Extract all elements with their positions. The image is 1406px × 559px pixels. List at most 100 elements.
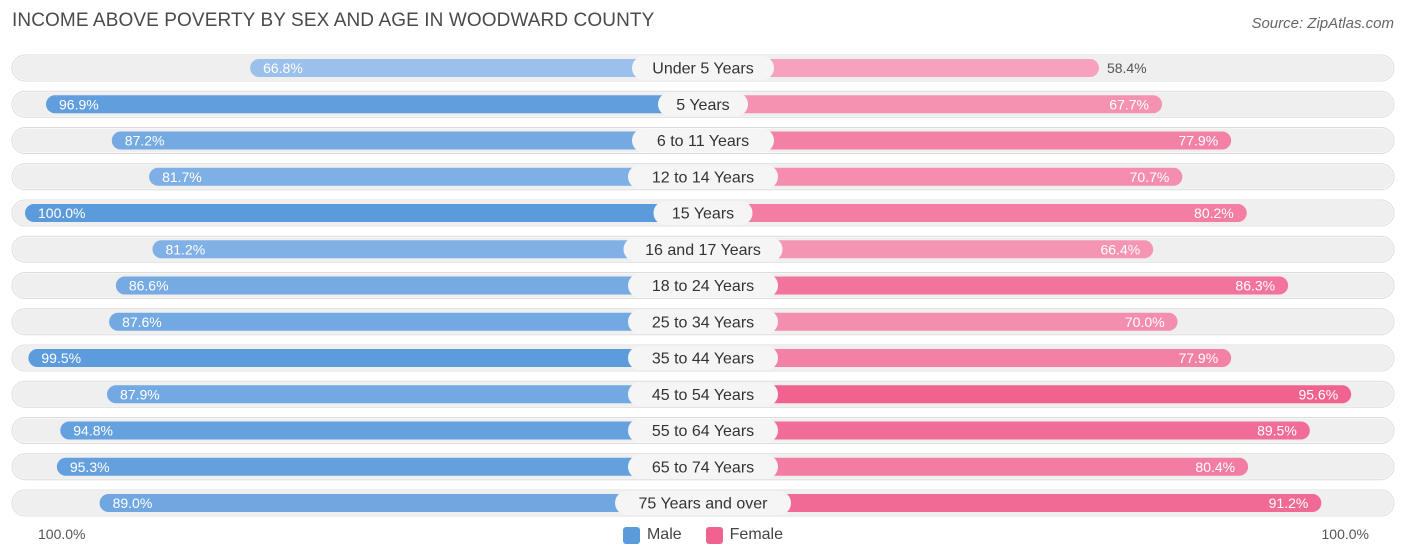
category-label: 55 to 64 Years <box>652 423 754 440</box>
legend-swatch-female <box>705 526 723 544</box>
value-label-female: 86.3% <box>1235 278 1275 294</box>
value-label-male: 95.3% <box>70 459 110 475</box>
bar-female[interactable] <box>703 204 1247 222</box>
bar-female[interactable] <box>703 276 1289 295</box>
bar-male[interactable] <box>46 95 703 114</box>
category-label: 65 to 74 Years <box>652 459 754 476</box>
chart-row: 89.0% 91.2% 75 Years and over <box>11 489 1395 517</box>
value-label-male: 89.0% <box>113 495 153 511</box>
category-label: 35 to 44 Years <box>652 351 754 368</box>
category-label: 45 to 54 Years <box>652 387 754 404</box>
bar-female[interactable] <box>703 240 1154 259</box>
category-label: 15 Years <box>672 206 734 223</box>
category-pill <box>658 92 748 117</box>
bar-male[interactable] <box>152 240 704 259</box>
value-label-male: 87.2% <box>125 133 165 149</box>
category-pill <box>623 237 783 262</box>
category-pill <box>615 491 791 515</box>
chart-row: 87.6% 70.0% 25 to 34 Years <box>11 308 1395 336</box>
chart-row: 66.8% 58.4% Under 5 Years <box>11 54 1395 82</box>
chart-row: 95.3% 80.4% 65 to 74 Years <box>11 453 1395 481</box>
bar-female[interactable] <box>703 131 1232 150</box>
axis-right-label: 100.0% <box>1321 526 1369 542</box>
value-label-female: 67.7% <box>1109 96 1149 112</box>
bar-male[interactable] <box>60 421 704 440</box>
category-pill <box>628 418 778 443</box>
category-pill <box>628 164 778 189</box>
bar-male[interactable] <box>25 204 703 222</box>
value-label-female: 80.2% <box>1194 205 1234 221</box>
value-label-male: 94.8% <box>73 423 113 439</box>
chart-title: INCOME ABOVE POVERTY BY SEX AND AGE IN W… <box>12 10 655 31</box>
category-label: 16 and 17 Years <box>645 242 761 259</box>
value-label-female: 77.9% <box>1178 133 1218 149</box>
value-label-female: 77.9% <box>1178 350 1218 366</box>
chart-row: 96.9% 67.7% 5 Years <box>11 90 1395 118</box>
legend-label-female: Female <box>729 526 784 543</box>
chart-row: 87.2% 77.9% 6 to 11 Years <box>11 127 1395 154</box>
bar-female[interactable] <box>703 385 1352 404</box>
chart-row: 86.6% 86.3% 18 to 24 Years <box>11 272 1395 299</box>
bar-female[interactable] <box>703 421 1310 440</box>
category-pill <box>632 128 774 153</box>
bar-female[interactable] <box>703 349 1232 367</box>
category-label: 75 Years and over <box>639 496 769 513</box>
bar-male[interactable] <box>107 385 703 404</box>
value-label-male: 96.9% <box>59 96 99 112</box>
bar-male[interactable] <box>111 131 703 150</box>
category-pill <box>628 309 778 334</box>
value-label-female: 70.0% <box>1125 314 1165 330</box>
category-label: 18 to 24 Years <box>652 278 754 295</box>
value-label-male: 81.2% <box>165 241 205 257</box>
value-label-female: 66.4% <box>1100 241 1140 257</box>
legend-label-male: Male <box>646 526 682 543</box>
category-pill <box>628 346 778 370</box>
bar-male[interactable] <box>109 312 703 331</box>
category-pill <box>628 382 778 407</box>
bar-male[interactable] <box>56 457 703 476</box>
chart-row: 99.5% 77.9% 35 to 44 Years <box>11 344 1395 372</box>
chart-row: 94.8% 89.5% 55 to 64 Years <box>11 417 1395 444</box>
category-label: 12 to 14 Years <box>652 169 754 186</box>
category-pill <box>628 273 778 298</box>
bar-female[interactable] <box>703 167 1183 186</box>
value-label-male: 99.5% <box>41 350 81 366</box>
value-label-female: 80.4% <box>1195 459 1235 475</box>
value-label-male: 87.6% <box>122 314 162 330</box>
chart-row: 100.0% 80.2% 15 Years <box>11 199 1395 227</box>
category-label: 6 to 11 Years <box>657 133 749 150</box>
bar-female[interactable] <box>703 95 1163 114</box>
bar-male[interactable] <box>250 59 703 77</box>
bar-male[interactable] <box>149 167 704 186</box>
bar-female[interactable] <box>703 494 1322 512</box>
chart-row: 81.2% 66.4% 16 and 17 Years <box>11 235 1395 263</box>
chart-row: 87.9% 95.6% 45 to 54 Years <box>11 380 1395 408</box>
value-label-male: 87.9% <box>120 386 160 402</box>
value-label-female: 91.2% <box>1269 495 1309 511</box>
value-label-male: 86.6% <box>129 278 169 294</box>
bar-female[interactable] <box>703 457 1249 476</box>
source-label: Source: ZipAtlas.com <box>1251 15 1394 32</box>
category-pill <box>653 201 753 225</box>
value-label-female: 89.5% <box>1257 423 1297 439</box>
legend: Male Female <box>0 524 1406 546</box>
legend-swatch-male <box>622 526 640 544</box>
legend-item-female[interactable]: Female <box>705 526 784 544</box>
bar-male[interactable] <box>115 276 704 295</box>
bar-male[interactable] <box>28 349 703 367</box>
bar-female[interactable] <box>703 59 1099 77</box>
value-label-female: 70.7% <box>1130 169 1170 185</box>
value-label-male: 100.0% <box>38 205 85 221</box>
category-label: 5 Years <box>676 97 729 114</box>
chart-row: 81.7% 70.7% 12 to 14 Years <box>11 163 1395 191</box>
value-label-female: 58.4% <box>1107 60 1147 76</box>
bar-female[interactable] <box>703 312 1178 331</box>
category-pill <box>628 454 778 479</box>
legend-item-male[interactable]: Male <box>622 526 682 544</box>
category-label: Under 5 Years <box>652 61 753 78</box>
value-label-female: 95.6% <box>1298 386 1338 402</box>
value-label-male: 66.8% <box>263 60 303 76</box>
bar-male[interactable] <box>99 494 703 512</box>
category-label: 25 to 34 Years <box>652 314 754 331</box>
